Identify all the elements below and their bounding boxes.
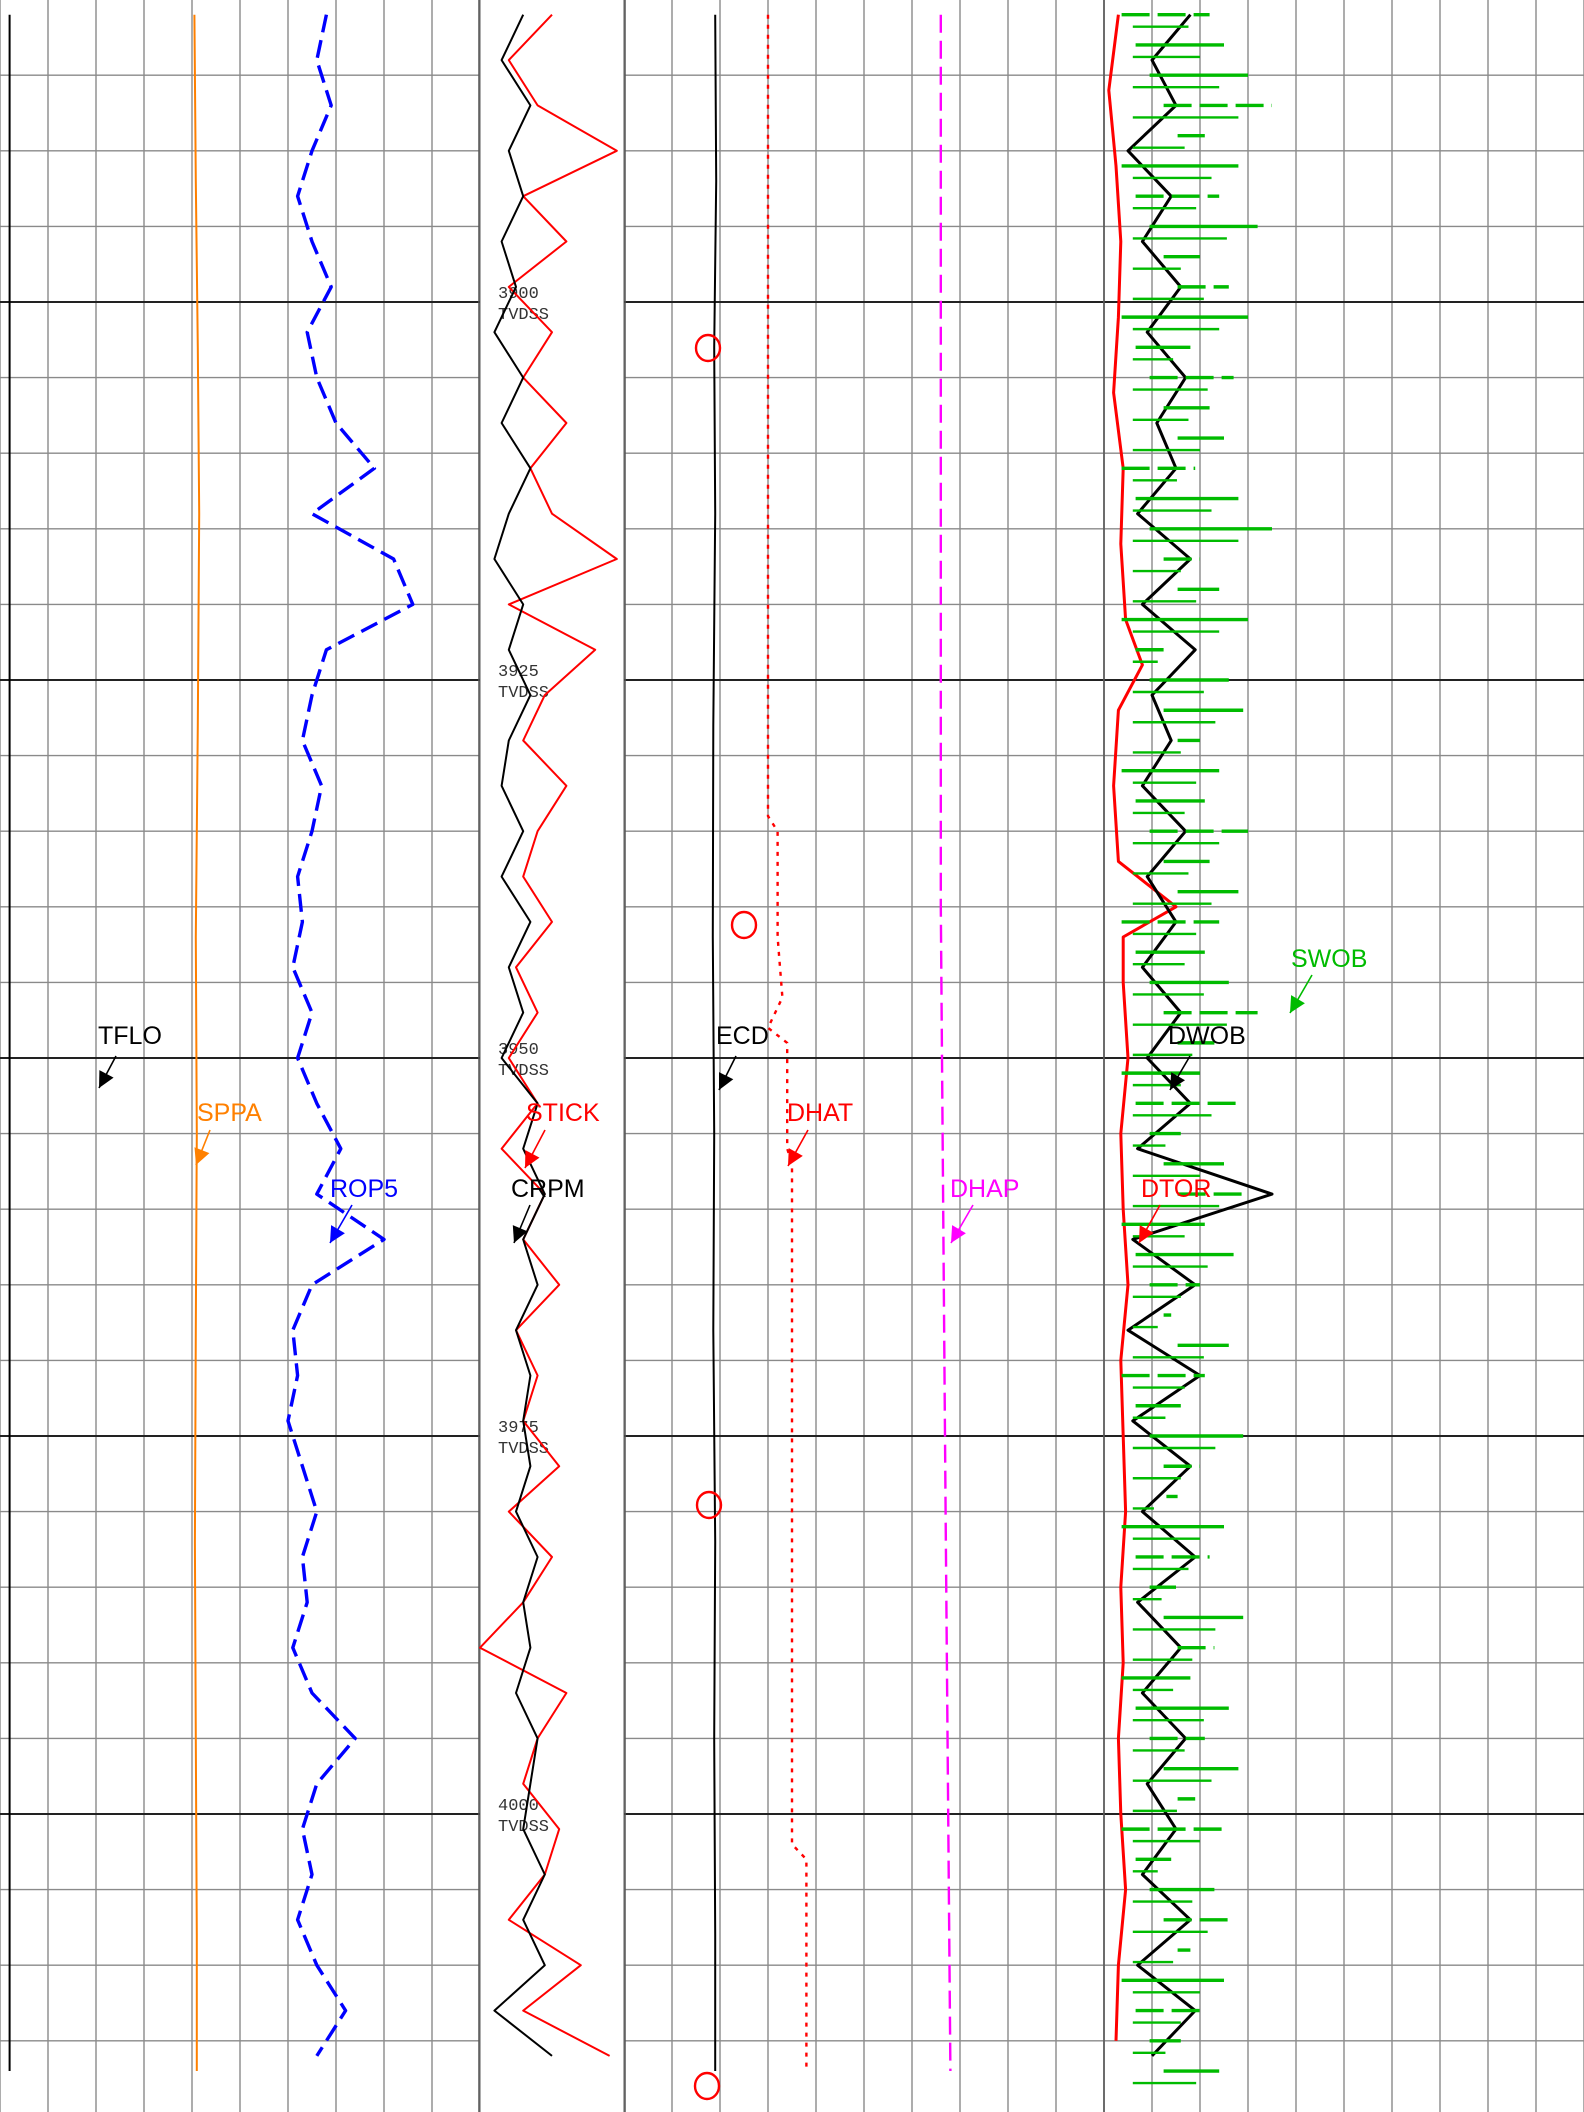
arrow-dtor bbox=[1138, 1204, 1161, 1244]
arrow-dhap bbox=[950, 1204, 974, 1244]
depth-value: 3925 bbox=[498, 663, 539, 682]
arrow-dtor-head bbox=[1139, 1225, 1154, 1243]
arrow-dhap-head bbox=[951, 1225, 966, 1243]
arrow-dwob bbox=[1169, 1055, 1191, 1091]
label-dhap: DHAP bbox=[950, 1175, 1019, 1203]
curve-sppa bbox=[193, 14, 201, 2071]
arrow-swob bbox=[1289, 974, 1313, 1014]
curve-labels: TFLO SPPA ROP5 STICK CRPM ECD DHAT DHAP … bbox=[98, 945, 1367, 1203]
arrow-sppa bbox=[194, 1129, 211, 1166]
arrow-tflo bbox=[98, 1055, 117, 1089]
depth-labels: 3900TVDSS3925TVDSS3950TVDSS3975TVDSS4000… bbox=[498, 285, 549, 1837]
label-swob: SWOB bbox=[1291, 945, 1367, 973]
ecd-markers bbox=[693, 333, 758, 2101]
ecd-marker-circle bbox=[730, 910, 758, 940]
label-stick: STICK bbox=[526, 1099, 600, 1127]
log-curves bbox=[8, 13, 1274, 2085]
arrow-ecd-head bbox=[719, 1072, 734, 1090]
arrow-sppa-head bbox=[194, 1147, 210, 1165]
curve-dhat bbox=[766, 14, 808, 2071]
arrow-dhat bbox=[787, 1129, 809, 1167]
arrow-stick-head bbox=[525, 1150, 540, 1168]
depth-unit: TVDSS bbox=[498, 1440, 549, 1459]
arrow-crpm bbox=[512, 1204, 531, 1244]
arrow-swob-head bbox=[1290, 995, 1305, 1013]
depth-unit: TVDSS bbox=[498, 1062, 549, 1081]
arrow-ecd bbox=[718, 1055, 737, 1091]
depth-label: 3925 TVDSS bbox=[498, 663, 549, 703]
arrow-dwob-head bbox=[1170, 1072, 1185, 1090]
depth-value: 4000 bbox=[498, 1797, 539, 1816]
curve-crpm bbox=[493, 14, 553, 2057]
label-crpm: CRPM bbox=[511, 1175, 585, 1203]
curve-dwob bbox=[1126, 13, 1274, 2057]
curve-dtor bbox=[1107, 14, 1178, 2041]
arrow-dhat-head bbox=[788, 1148, 803, 1166]
arrow-crpm-head bbox=[512, 1225, 528, 1243]
curve-ecd bbox=[711, 14, 718, 2071]
label-dwob: DWOB bbox=[1168, 1022, 1246, 1050]
arrow-rop5-head bbox=[330, 1225, 345, 1243]
label-dhat: DHAT bbox=[787, 1099, 853, 1127]
label-tflo: TFLO bbox=[98, 1022, 162, 1050]
arrow-tflo-head bbox=[99, 1070, 114, 1088]
ecd-marker-circle bbox=[693, 2071, 721, 2101]
label-dtor: DTOR bbox=[1141, 1175, 1211, 1203]
depth-label: 3975 TVDSS bbox=[498, 1419, 549, 1459]
depth-label: 3900 TVDSS bbox=[498, 285, 549, 325]
depth-value: 3900 bbox=[498, 285, 539, 304]
arrow-stick bbox=[524, 1129, 546, 1169]
label-rop5: ROP5 bbox=[330, 1175, 398, 1203]
label-arrows bbox=[98, 974, 1313, 1244]
arrow-rop5 bbox=[329, 1204, 353, 1244]
depth-value: 3975 bbox=[498, 1419, 539, 1438]
label-sppa: SPPA bbox=[197, 1099, 262, 1127]
ecd-marker-circle bbox=[695, 1490, 723, 1520]
depth-unit: TVDSS bbox=[498, 684, 549, 703]
label-ecd: ECD bbox=[716, 1022, 769, 1050]
ecd-marker-circle bbox=[694, 333, 722, 363]
curve-stick bbox=[479, 14, 618, 2057]
curve-rop5 bbox=[286, 14, 415, 2057]
curve-dhap bbox=[939, 14, 952, 2072]
depth-unit: TVDSS bbox=[498, 306, 549, 325]
